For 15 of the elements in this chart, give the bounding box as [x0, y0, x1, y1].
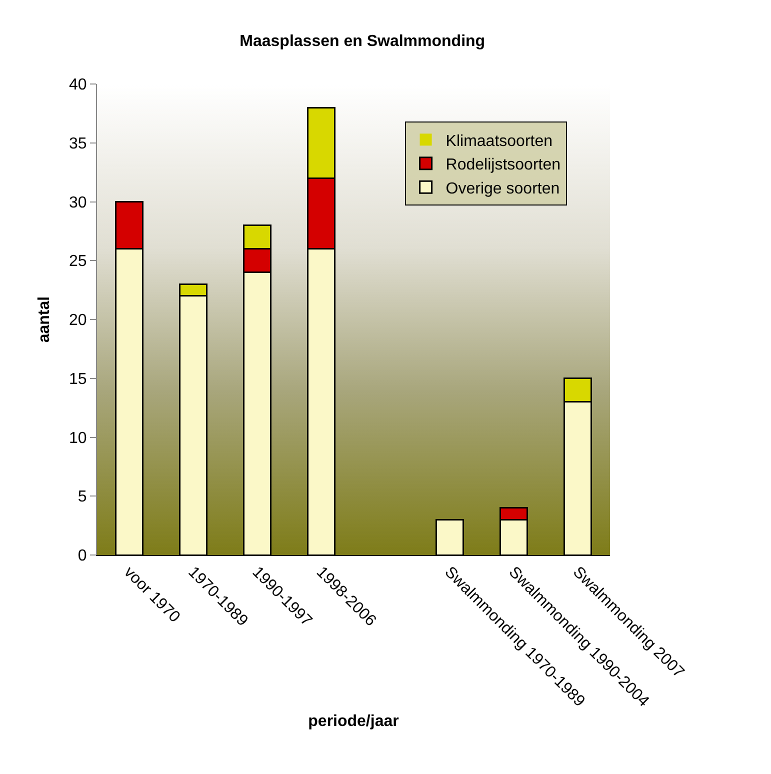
y-tick-label: 5 [78, 488, 87, 506]
y-tick-label: 40 [69, 76, 87, 94]
y-tick-label: 10 [69, 430, 87, 447]
legend-label: Klimaatsoorten [446, 132, 553, 150]
y-tick-label: 25 [69, 253, 87, 270]
y-tick-label: 0 [78, 548, 87, 565]
y-axis-title: aantal [36, 296, 53, 343]
legend-label: Rodelijstsoorten [446, 156, 561, 174]
chart-title: Maasplassen en Swalmmonding [240, 33, 486, 50]
y-tick-label: 30 [69, 194, 87, 212]
y-tick-label: 35 [69, 135, 87, 152]
y-tick-label: 20 [69, 312, 87, 330]
y-tick-label: 15 [69, 370, 87, 388]
x-axis-title: periode/jaar [308, 713, 399, 730]
legend-label: Overige soorten [446, 180, 560, 198]
